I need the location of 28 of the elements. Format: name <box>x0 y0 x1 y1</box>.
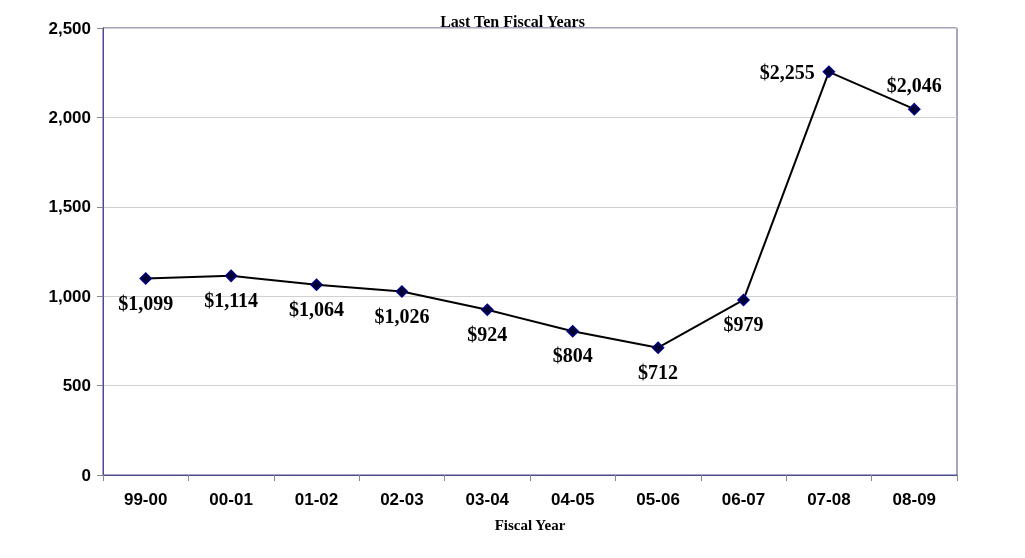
chart-title: Last Ten Fiscal Years <box>440 12 585 30</box>
x-axis-title: Fiscal Year <box>494 516 566 533</box>
x-tick-label: 02-03 <box>380 490 424 509</box>
x-tick-label: 01-02 <box>294 490 339 509</box>
data-label: $2,046 <box>886 73 942 96</box>
x-tick-label: 00-01 <box>209 490 253 509</box>
data-label: $712 <box>638 360 679 383</box>
data-label: $1,114 <box>204 289 259 312</box>
data-label: $924 <box>467 323 508 346</box>
y-tick-label: 1,500 <box>48 197 91 217</box>
data-label: $1,099 <box>118 291 174 314</box>
x-tick-label: 05-06 <box>636 490 680 509</box>
y-tick-label: 0 <box>81 465 91 485</box>
x-tick-label: 07-08 <box>807 490 851 509</box>
x-tick-label: 99-00 <box>123 490 168 509</box>
data-label: $2,255 <box>759 60 815 83</box>
x-tick-label: 08-09 <box>892 490 937 509</box>
x-tick-label: 06-07 <box>721 490 766 509</box>
data-label: $979 <box>723 313 764 336</box>
data-label: $1,064 <box>289 298 344 321</box>
x-tick-label: 03-04 <box>465 490 510 509</box>
y-tick-label: 1,000 <box>48 286 91 306</box>
y-tick-label: 500 <box>62 376 91 396</box>
y-tick-label: 2,000 <box>48 107 91 127</box>
data-label: $804 <box>552 344 593 367</box>
y-tick-label: 2,500 <box>48 18 91 38</box>
data-label: $1,026 <box>374 304 430 327</box>
x-tick-label: 04-05 <box>550 490 595 509</box>
